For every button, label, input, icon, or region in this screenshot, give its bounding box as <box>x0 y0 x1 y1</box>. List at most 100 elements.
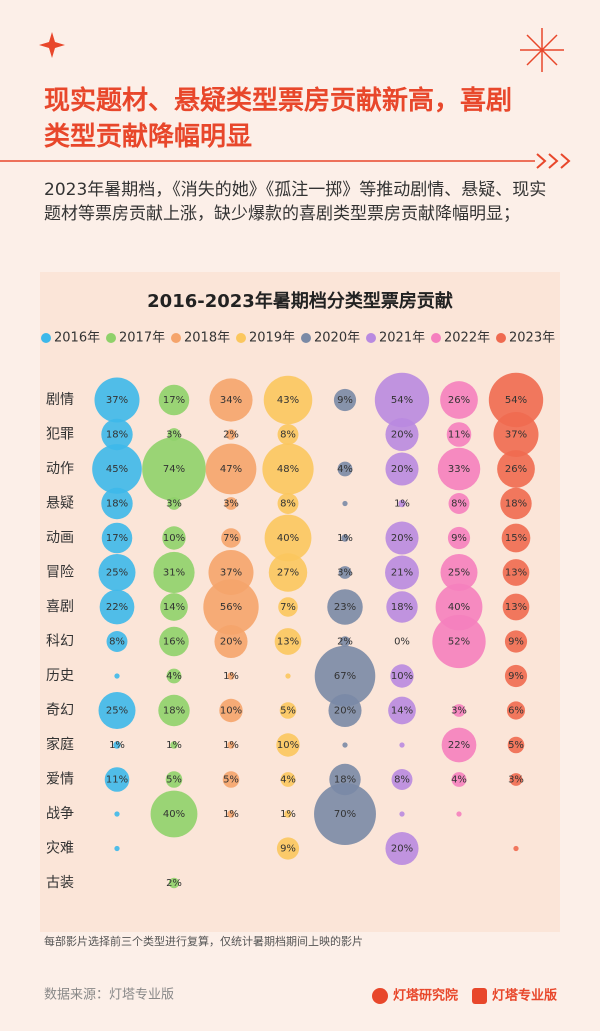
bubble <box>277 493 299 514</box>
bubble <box>227 810 235 818</box>
data-label: 26% <box>505 464 527 475</box>
bubble <box>98 554 136 591</box>
bubble <box>227 672 235 680</box>
bubble <box>447 526 471 550</box>
data-label: 10% <box>277 740 299 751</box>
note: 每部影片选择前三个类型进行复算，仅统计暑期档期间上映的影片 <box>44 934 363 948</box>
data-label: 13% <box>505 602 527 613</box>
bubble <box>268 553 308 592</box>
data-label: 21% <box>391 568 413 579</box>
row-label: 灾难 <box>46 840 74 857</box>
bubble <box>509 773 523 786</box>
data-label: 52% <box>448 637 470 648</box>
bubble <box>385 417 419 452</box>
bubble <box>160 593 188 621</box>
bubble <box>386 591 418 623</box>
logo: 灯塔专业版 <box>492 988 557 1004</box>
data-label: 15% <box>505 533 527 544</box>
bubble <box>446 422 472 447</box>
data-label: 10% <box>220 706 242 717</box>
data-label: 40% <box>448 602 470 613</box>
data-label: 70% <box>334 809 356 820</box>
bubble <box>399 742 405 748</box>
data-label: 8% <box>394 775 410 786</box>
bubble <box>388 696 416 725</box>
data-label: 3% <box>166 430 182 441</box>
data-label: 18% <box>334 775 356 786</box>
data-label: 67% <box>334 671 356 682</box>
bubble <box>385 831 419 866</box>
bubble <box>398 499 406 508</box>
row-label: 历史 <box>46 668 74 684</box>
bubble <box>277 424 299 445</box>
data-label: 2% <box>337 637 353 648</box>
data-label: 1% <box>166 740 182 751</box>
bubble <box>170 741 178 749</box>
data-label: 45% <box>106 464 128 475</box>
bubble <box>167 497 181 510</box>
bubble <box>142 437 206 501</box>
bubble <box>314 783 376 845</box>
row-label: 犯罪 <box>46 427 74 443</box>
data-label: 1% <box>109 740 125 751</box>
data-label: 9% <box>508 671 524 682</box>
data-label: 34% <box>220 395 242 406</box>
bubble <box>341 534 349 542</box>
bubble <box>501 523 531 553</box>
data-label: 26% <box>448 395 470 406</box>
row-label: 动作 <box>46 461 74 477</box>
data-label: 8% <box>280 499 296 510</box>
data-label: 40% <box>163 809 185 820</box>
bubble <box>456 811 462 817</box>
row-label: 战争 <box>46 806 74 822</box>
data-label: 5% <box>508 740 524 751</box>
bubble <box>451 772 467 787</box>
data-label: 18% <box>163 706 185 717</box>
row-label: 剧情 <box>46 392 74 408</box>
bubble <box>113 741 121 749</box>
data-label: 13% <box>277 637 299 648</box>
bubble <box>339 636 351 647</box>
bubble <box>493 411 539 458</box>
legend-label: 2018年 <box>184 331 230 346</box>
data-label: 37% <box>505 430 527 441</box>
bubble <box>263 375 313 425</box>
title: 现实题材、悬疑类型票房贡献新高，喜剧 <box>44 86 513 116</box>
bubble <box>502 559 530 586</box>
bubble <box>327 589 363 625</box>
bubble <box>278 597 298 617</box>
data-label: 2% <box>223 430 239 441</box>
bubble <box>224 497 238 510</box>
legend-label: 2019年 <box>249 331 295 346</box>
bubble <box>101 418 133 451</box>
data-label: 18% <box>505 499 527 510</box>
data-label: 17% <box>163 395 185 406</box>
bubble <box>264 514 312 562</box>
data-label: 14% <box>163 602 185 613</box>
bubble <box>106 631 128 652</box>
legend-label: 2022年 <box>444 331 490 346</box>
data-label: 33% <box>448 464 470 475</box>
bubble <box>280 772 296 787</box>
bubble <box>497 450 535 488</box>
bubble <box>500 487 532 520</box>
data-label: 17% <box>106 533 128 544</box>
legend-dot <box>366 333 376 343</box>
data-label: 20% <box>334 706 356 717</box>
bubble <box>488 372 544 428</box>
data-label: 37% <box>106 395 128 406</box>
data-label: 25% <box>106 568 128 579</box>
bubble <box>203 579 259 635</box>
bubble <box>219 698 243 723</box>
bubble <box>391 769 413 790</box>
row-label: 古装 <box>46 875 74 891</box>
data-label: 20% <box>391 430 413 441</box>
bubble <box>276 733 300 757</box>
bubble <box>432 614 486 669</box>
data-label: 2% <box>166 878 182 889</box>
data-label: 3% <box>223 499 239 510</box>
bubble <box>328 693 362 728</box>
bubble <box>150 790 198 838</box>
bubble <box>114 845 120 852</box>
